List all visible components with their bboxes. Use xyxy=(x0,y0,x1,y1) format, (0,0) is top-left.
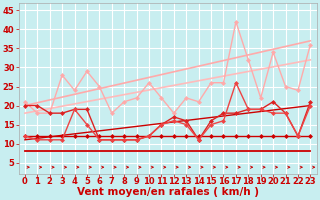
X-axis label: Vent moyen/en rafales ( km/h ): Vent moyen/en rafales ( km/h ) xyxy=(76,187,259,197)
